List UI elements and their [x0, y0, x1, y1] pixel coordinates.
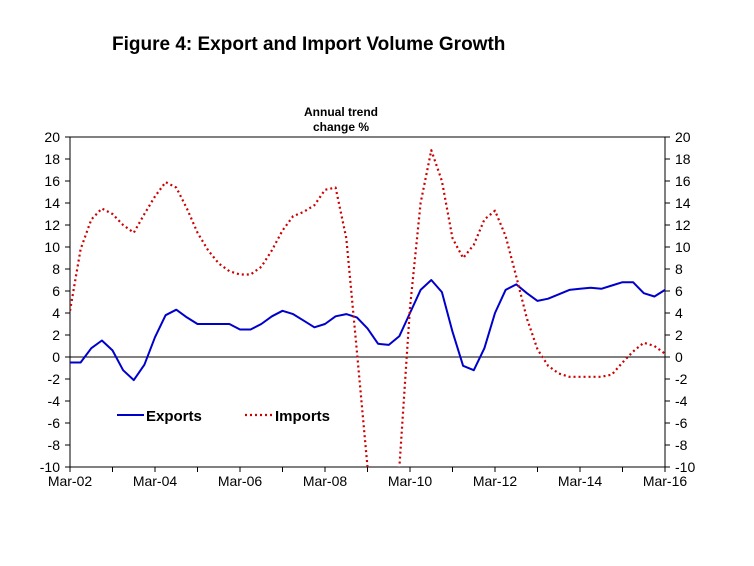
y-tick-label-right: -2 [675, 371, 688, 387]
y-tick-label-left: 0 [52, 349, 60, 365]
x-tick-label: Mar-02 [48, 473, 93, 489]
y-tick-label-left: -6 [48, 415, 61, 431]
series-line-imports [70, 149, 665, 467]
x-tick-label: Mar-12 [473, 473, 518, 489]
series-line-exports [70, 279, 665, 382]
y-tick-label-left: 10 [44, 239, 60, 255]
y-tick-label-right: -10 [675, 459, 695, 475]
y-tick-label-right: 12 [675, 217, 691, 233]
y-tick-label-right: 10 [675, 239, 691, 255]
legend-label-imports: Imports [275, 408, 330, 425]
axes: -10 -10 -8 -8 -6 -6 -4 -4 -2 -2 0 0 2 2 4 4 6 6 8 8 10 10 12 12… [40, 129, 696, 489]
y-tick-label-left: 4 [52, 305, 60, 321]
y-tick-label-right: 6 [675, 283, 683, 299]
y-tick-label-right: 18 [675, 151, 691, 167]
x-tick-label: Mar-10 [388, 473, 433, 489]
y-tick-label-right: -4 [675, 393, 688, 409]
y-tick-label-left: 6 [52, 283, 60, 299]
y-tick-label-right: 4 [675, 305, 683, 321]
y-tick-label-right: 20 [675, 129, 691, 145]
y-tick-label-left: -8 [48, 437, 61, 453]
x-tick-label: Mar-08 [303, 473, 348, 489]
y-tick-label-left: 2 [52, 327, 60, 343]
y-tick-label-left: 8 [52, 261, 60, 277]
y-tick-label-right: 0 [675, 349, 683, 365]
y-tick-label-left: 20 [44, 129, 60, 145]
x-tick-label: Mar-06 [218, 473, 263, 489]
y-tick-label-right: -6 [675, 415, 688, 431]
series-layer [70, 149, 665, 467]
unit-label-line-1: Annual trend [304, 105, 378, 119]
y-tick-label-right: -8 [675, 437, 688, 453]
legend-label-exports: Exports [146, 408, 202, 425]
y-tick-label-right: 2 [675, 327, 683, 343]
y-tick-label-left: -10 [40, 459, 60, 475]
y-tick-label-left: 16 [44, 173, 60, 189]
legend: Exports Imports [117, 408, 330, 425]
y-tick-label-left: -2 [48, 371, 61, 387]
y-tick-label-right: 8 [675, 261, 683, 277]
y-tick-label-left: 18 [44, 151, 60, 167]
x-tick-label: Mar-16 [643, 473, 688, 489]
unit-label-line-2: change % [313, 120, 369, 134]
x-tick-label: Mar-14 [558, 473, 603, 489]
x-tick-label: Mar-04 [133, 473, 178, 489]
y-tick-label-left: -4 [48, 393, 61, 409]
y-tick-label-left: 12 [44, 217, 60, 233]
y-tick-label-left: 14 [44, 195, 60, 211]
y-tick-label-right: 16 [675, 173, 691, 189]
y-tick-label-right: 14 [675, 195, 691, 211]
chart-title: Figure 4: Export and Import Volume Growt… [112, 34, 506, 55]
